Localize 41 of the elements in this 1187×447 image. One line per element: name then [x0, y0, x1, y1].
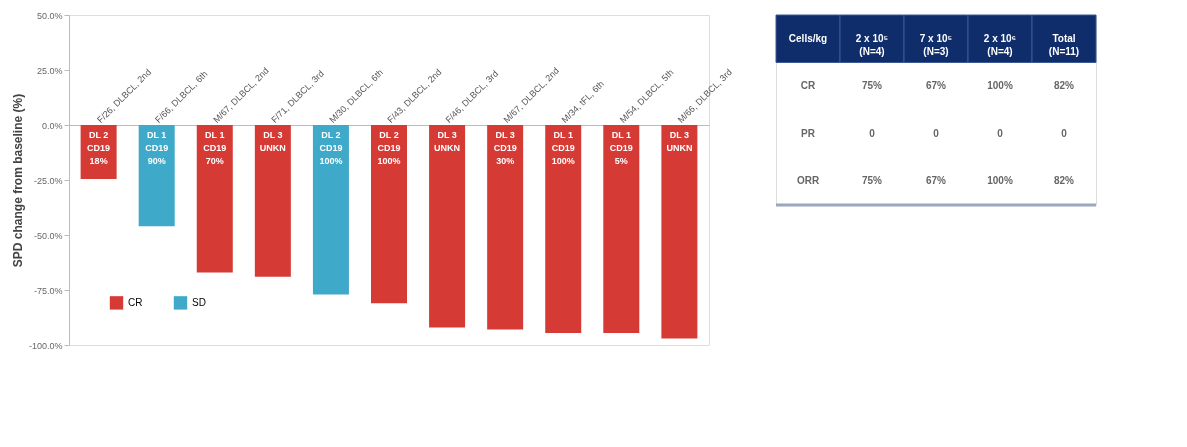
text: Cells/kg — [788, 32, 828, 44]
legend-label: SD — [192, 296, 206, 308]
text: CR — [800, 80, 816, 92]
text: 67% — [925, 175, 947, 187]
annotation: DL 2 CD19 18% — [87, 130, 111, 166]
text: 2 x 10⁵ (N=4) — [855, 32, 889, 57]
annotation: DL 1 CD19 70% — [203, 130, 227, 166]
y-tick-label: -50.0% — [33, 230, 63, 241]
legend-label: CR — [128, 296, 143, 308]
annotation: DL 1 CD19 5% — [609, 130, 633, 166]
text: ORR — [796, 175, 820, 187]
annotation: DL 1 CD19 100% — [551, 130, 575, 166]
text: 0 — [997, 127, 1004, 139]
y-tick-label: -100.0% — [28, 340, 63, 351]
annotation: DL 2 CD19 100% — [377, 130, 401, 166]
annotation: DL 3 UNKN — [666, 130, 693, 153]
text: 67% — [925, 80, 947, 92]
text: 100% — [987, 175, 1013, 187]
text: 82% — [1053, 80, 1075, 92]
text: 75% — [861, 175, 883, 187]
y-tick-label: 50.0% — [36, 10, 63, 21]
text: 0 — [869, 127, 876, 139]
y-tick-label: -75.0% — [33, 285, 63, 296]
text: 82% — [1053, 175, 1075, 187]
y-tick-label: 25.0% — [36, 65, 63, 76]
text: PR — [801, 127, 816, 139]
annotation: DL 1 CD19 90% — [145, 130, 169, 166]
y-axis-title: SPD change from baseline (%) — [10, 93, 25, 268]
annotation: DL 3 CD19 30% — [493, 130, 517, 166]
text: Total (N=11) — [1048, 32, 1080, 57]
text: 2 x 10⁶ (N=4) — [983, 32, 1017, 57]
y-tick-label: 0.0% — [41, 120, 63, 131]
text: 100% — [987, 80, 1013, 92]
annotation: DL 3 UNKN — [259, 130, 286, 153]
y-tick-label: -25.0% — [33, 175, 63, 186]
text: 0 — [933, 127, 940, 139]
annotation: DL 2 CD19 100% — [319, 130, 343, 166]
annotation: DL 3 UNKN — [434, 130, 461, 153]
text: 7 x 10⁵ (N=3) — [919, 32, 953, 57]
text: 0 — [1061, 127, 1068, 139]
text: 75% — [861, 80, 883, 92]
